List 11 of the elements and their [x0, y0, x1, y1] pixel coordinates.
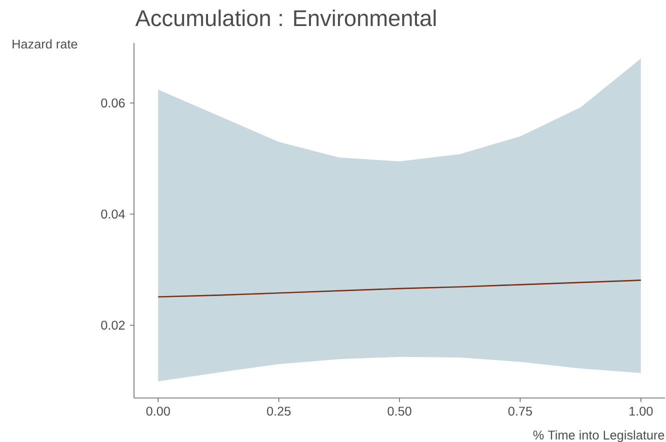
y-tick-label: 0.04: [101, 210, 125, 219]
y-tick-label: 0.06: [101, 98, 125, 108]
y-tick-label: 0.02: [101, 320, 125, 330]
x-tick-label: 0.00: [146, 406, 170, 416]
chart-title: Accumulation : Environmental: [135, 10, 436, 26]
x-tick-label: 1.00: [630, 406, 653, 416]
x-tick-label: 0.50: [388, 406, 412, 416]
x-tick-label: 0.25: [267, 406, 291, 416]
x-axis-title: % Time into Legislature: [533, 430, 664, 442]
x-tick-label: 0.75: [508, 406, 532, 416]
y-axis-title: Hazard rate: [12, 39, 78, 49]
